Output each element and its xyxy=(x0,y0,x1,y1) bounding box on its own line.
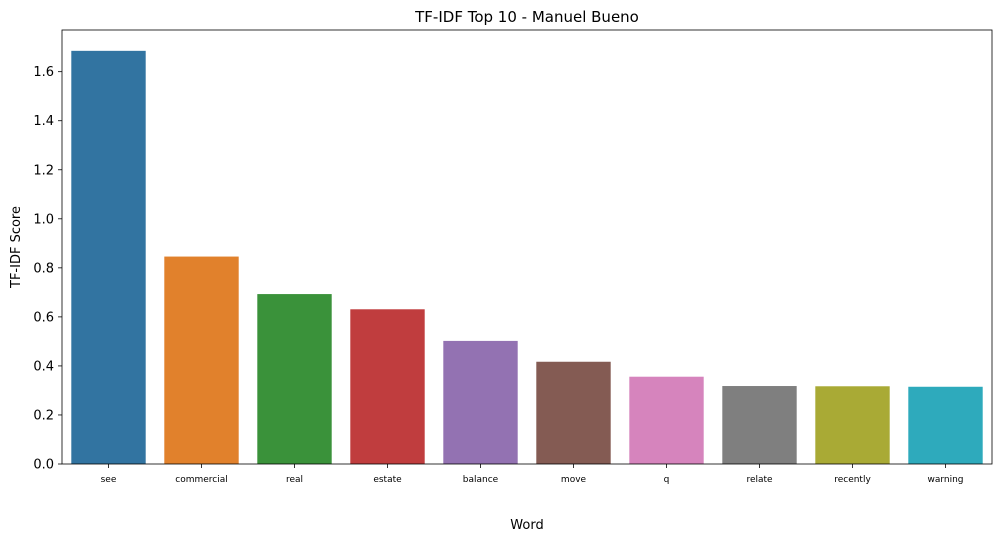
x-tick-label: warning xyxy=(927,475,963,485)
x-tick-label: q xyxy=(664,475,670,485)
bar-balance xyxy=(443,340,518,464)
x-axis-label: Word xyxy=(510,518,543,533)
y-tick-label: 0.8 xyxy=(33,261,54,276)
bar-estate xyxy=(350,309,425,464)
y-tick-label: 0.4 xyxy=(33,359,54,374)
y-tick-label: 0.6 xyxy=(33,310,54,325)
bar-relate xyxy=(722,386,797,464)
bar-recently xyxy=(815,386,890,464)
y-axis: 0.0 0.2 0.4 0.6 0.8 1.0 1.2 1.4 1.6 xyxy=(33,65,62,473)
bar-real xyxy=(257,294,332,464)
y-tick-label: 1.0 xyxy=(33,212,54,227)
y-tick-label: 0.0 xyxy=(33,458,54,473)
x-tick-label: see xyxy=(101,475,117,485)
bar-see xyxy=(71,50,146,465)
y-tick-label: 0.2 xyxy=(33,408,54,423)
bar-q xyxy=(629,376,704,464)
y-tick-label: 1.4 xyxy=(33,114,54,129)
bar-move xyxy=(536,361,611,464)
x-axis: see commercial real estate balance move q relat… xyxy=(101,464,964,485)
x-tick-label: real xyxy=(286,475,303,485)
x-tick-label: relate xyxy=(746,475,773,485)
bar-commercial xyxy=(164,256,239,464)
plot-frame xyxy=(61,29,993,465)
x-tick-label: commercial xyxy=(175,475,228,485)
x-tick-label: estate xyxy=(373,475,402,485)
y-tick-label: 1.2 xyxy=(33,163,54,178)
bars-group xyxy=(71,50,983,465)
bar-warning xyxy=(908,386,983,464)
x-tick-label: balance xyxy=(463,475,499,485)
x-tick-label: recently xyxy=(834,475,871,485)
y-tick-label: 1.6 xyxy=(33,65,54,80)
x-tick-label: move xyxy=(561,475,587,485)
chart-title: TF-IDF Top 10 - Manuel Bueno xyxy=(414,8,639,26)
y-axis-label: TF-IDF Score xyxy=(9,206,24,289)
